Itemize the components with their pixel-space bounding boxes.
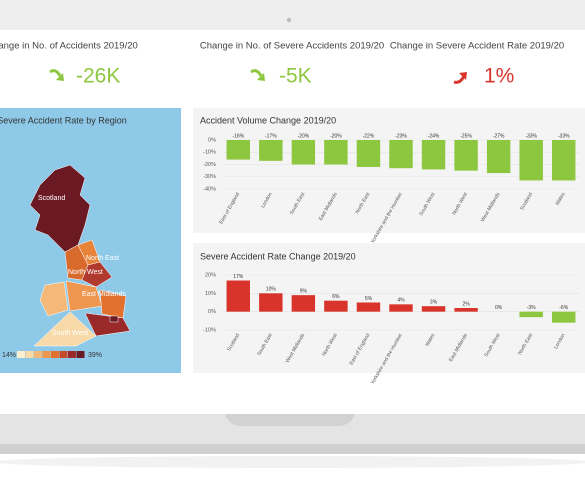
- region: [110, 316, 118, 322]
- kpi-value: -5K: [279, 65, 312, 88]
- bar: [259, 293, 282, 311]
- y-tick-label: -40%: [203, 186, 216, 192]
- value-label: 17%: [233, 274, 244, 280]
- kpi-value: -26K: [76, 65, 120, 88]
- y-tick-label: -20%: [203, 162, 216, 168]
- value-label: 0%: [495, 305, 503, 311]
- legend-swatch: [60, 351, 68, 358]
- value-label: -3%: [527, 305, 536, 311]
- value-label: -6%: [559, 305, 568, 311]
- bar: [227, 281, 250, 312]
- bar: [454, 140, 477, 171]
- y-tick-label: 20%: [205, 272, 216, 278]
- value-label: -24%: [428, 133, 440, 139]
- chart-title: Severe Accident Rate Change 2019/20: [200, 251, 356, 261]
- legend-label: 39%: [88, 352, 102, 359]
- y-tick-label: 0%: [208, 137, 216, 143]
- legend-swatch: [77, 351, 85, 358]
- kpi-title: Change in No. of Severe Accidents 2019/2…: [200, 41, 384, 52]
- region-label: East Midlands: [82, 291, 126, 298]
- legend-swatch: [34, 351, 42, 358]
- bar: [357, 303, 380, 312]
- y-tick-label: -10%: [203, 150, 216, 156]
- value-label: -33%: [558, 133, 570, 139]
- y-tick-label: -30%: [203, 174, 216, 180]
- shadow: [0, 456, 585, 468]
- y-tick-label: 0%: [208, 309, 216, 315]
- legend-swatch: [68, 351, 76, 358]
- value-label: 6%: [332, 294, 340, 300]
- kpi-title: Change in Severe Accident Rate 2019/20: [390, 41, 564, 52]
- value-label: 5%: [365, 296, 373, 302]
- bar: [389, 304, 412, 311]
- kpi-value: 1%: [484, 65, 514, 88]
- value-label: -27%: [493, 133, 505, 139]
- bar: [487, 140, 510, 173]
- region-label: North West: [68, 269, 103, 276]
- camera: [287, 18, 291, 22]
- bar: [389, 140, 412, 168]
- bar: [292, 140, 315, 165]
- value-label: -20%: [298, 133, 310, 139]
- bar: [227, 140, 250, 160]
- value-label: -23%: [395, 133, 407, 139]
- kpi-title: Change in No. of Accidents 2019/20: [0, 41, 138, 52]
- y-tick-label: 10%: [205, 291, 216, 297]
- bar: [519, 140, 542, 180]
- value-label: 2%: [462, 301, 470, 307]
- bar: [422, 306, 445, 312]
- bar: [422, 140, 445, 169]
- value-label: -16%: [232, 133, 244, 139]
- y-tick-label: -10%: [203, 327, 216, 333]
- legend-swatch: [17, 351, 25, 358]
- value-label: 4%: [397, 298, 405, 304]
- region-label: Scotland: [38, 195, 65, 202]
- bar: [454, 308, 477, 312]
- bar: [292, 295, 315, 312]
- bar: [552, 140, 575, 180]
- bar: [519, 312, 542, 318]
- value-label: -22%: [363, 133, 375, 139]
- bar: [357, 140, 380, 167]
- bar: [259, 140, 282, 161]
- value-label: -33%: [525, 133, 537, 139]
- legend-swatch: [51, 351, 59, 358]
- value-label: 3%: [430, 299, 438, 305]
- chart-title: Accident Volume Change 2019/20: [200, 115, 336, 125]
- region-label: North East: [86, 255, 119, 262]
- base-edge: [0, 444, 585, 454]
- legend-swatch: [26, 351, 34, 358]
- bar: [552, 312, 575, 323]
- map-title: Severe Accident Rate by Region: [0, 115, 127, 125]
- value-label: 9%: [300, 288, 308, 294]
- value-label: -25%: [460, 133, 472, 139]
- bar: [324, 140, 347, 165]
- legend-swatch: [43, 351, 51, 358]
- value-label: -17%: [265, 133, 277, 139]
- value-label: -20%: [330, 133, 342, 139]
- value-label: 10%: [266, 287, 277, 293]
- legend-label: 14%: [2, 352, 16, 359]
- bar: [324, 301, 347, 312]
- notch: [225, 414, 355, 426]
- region-label: South West: [52, 330, 88, 337]
